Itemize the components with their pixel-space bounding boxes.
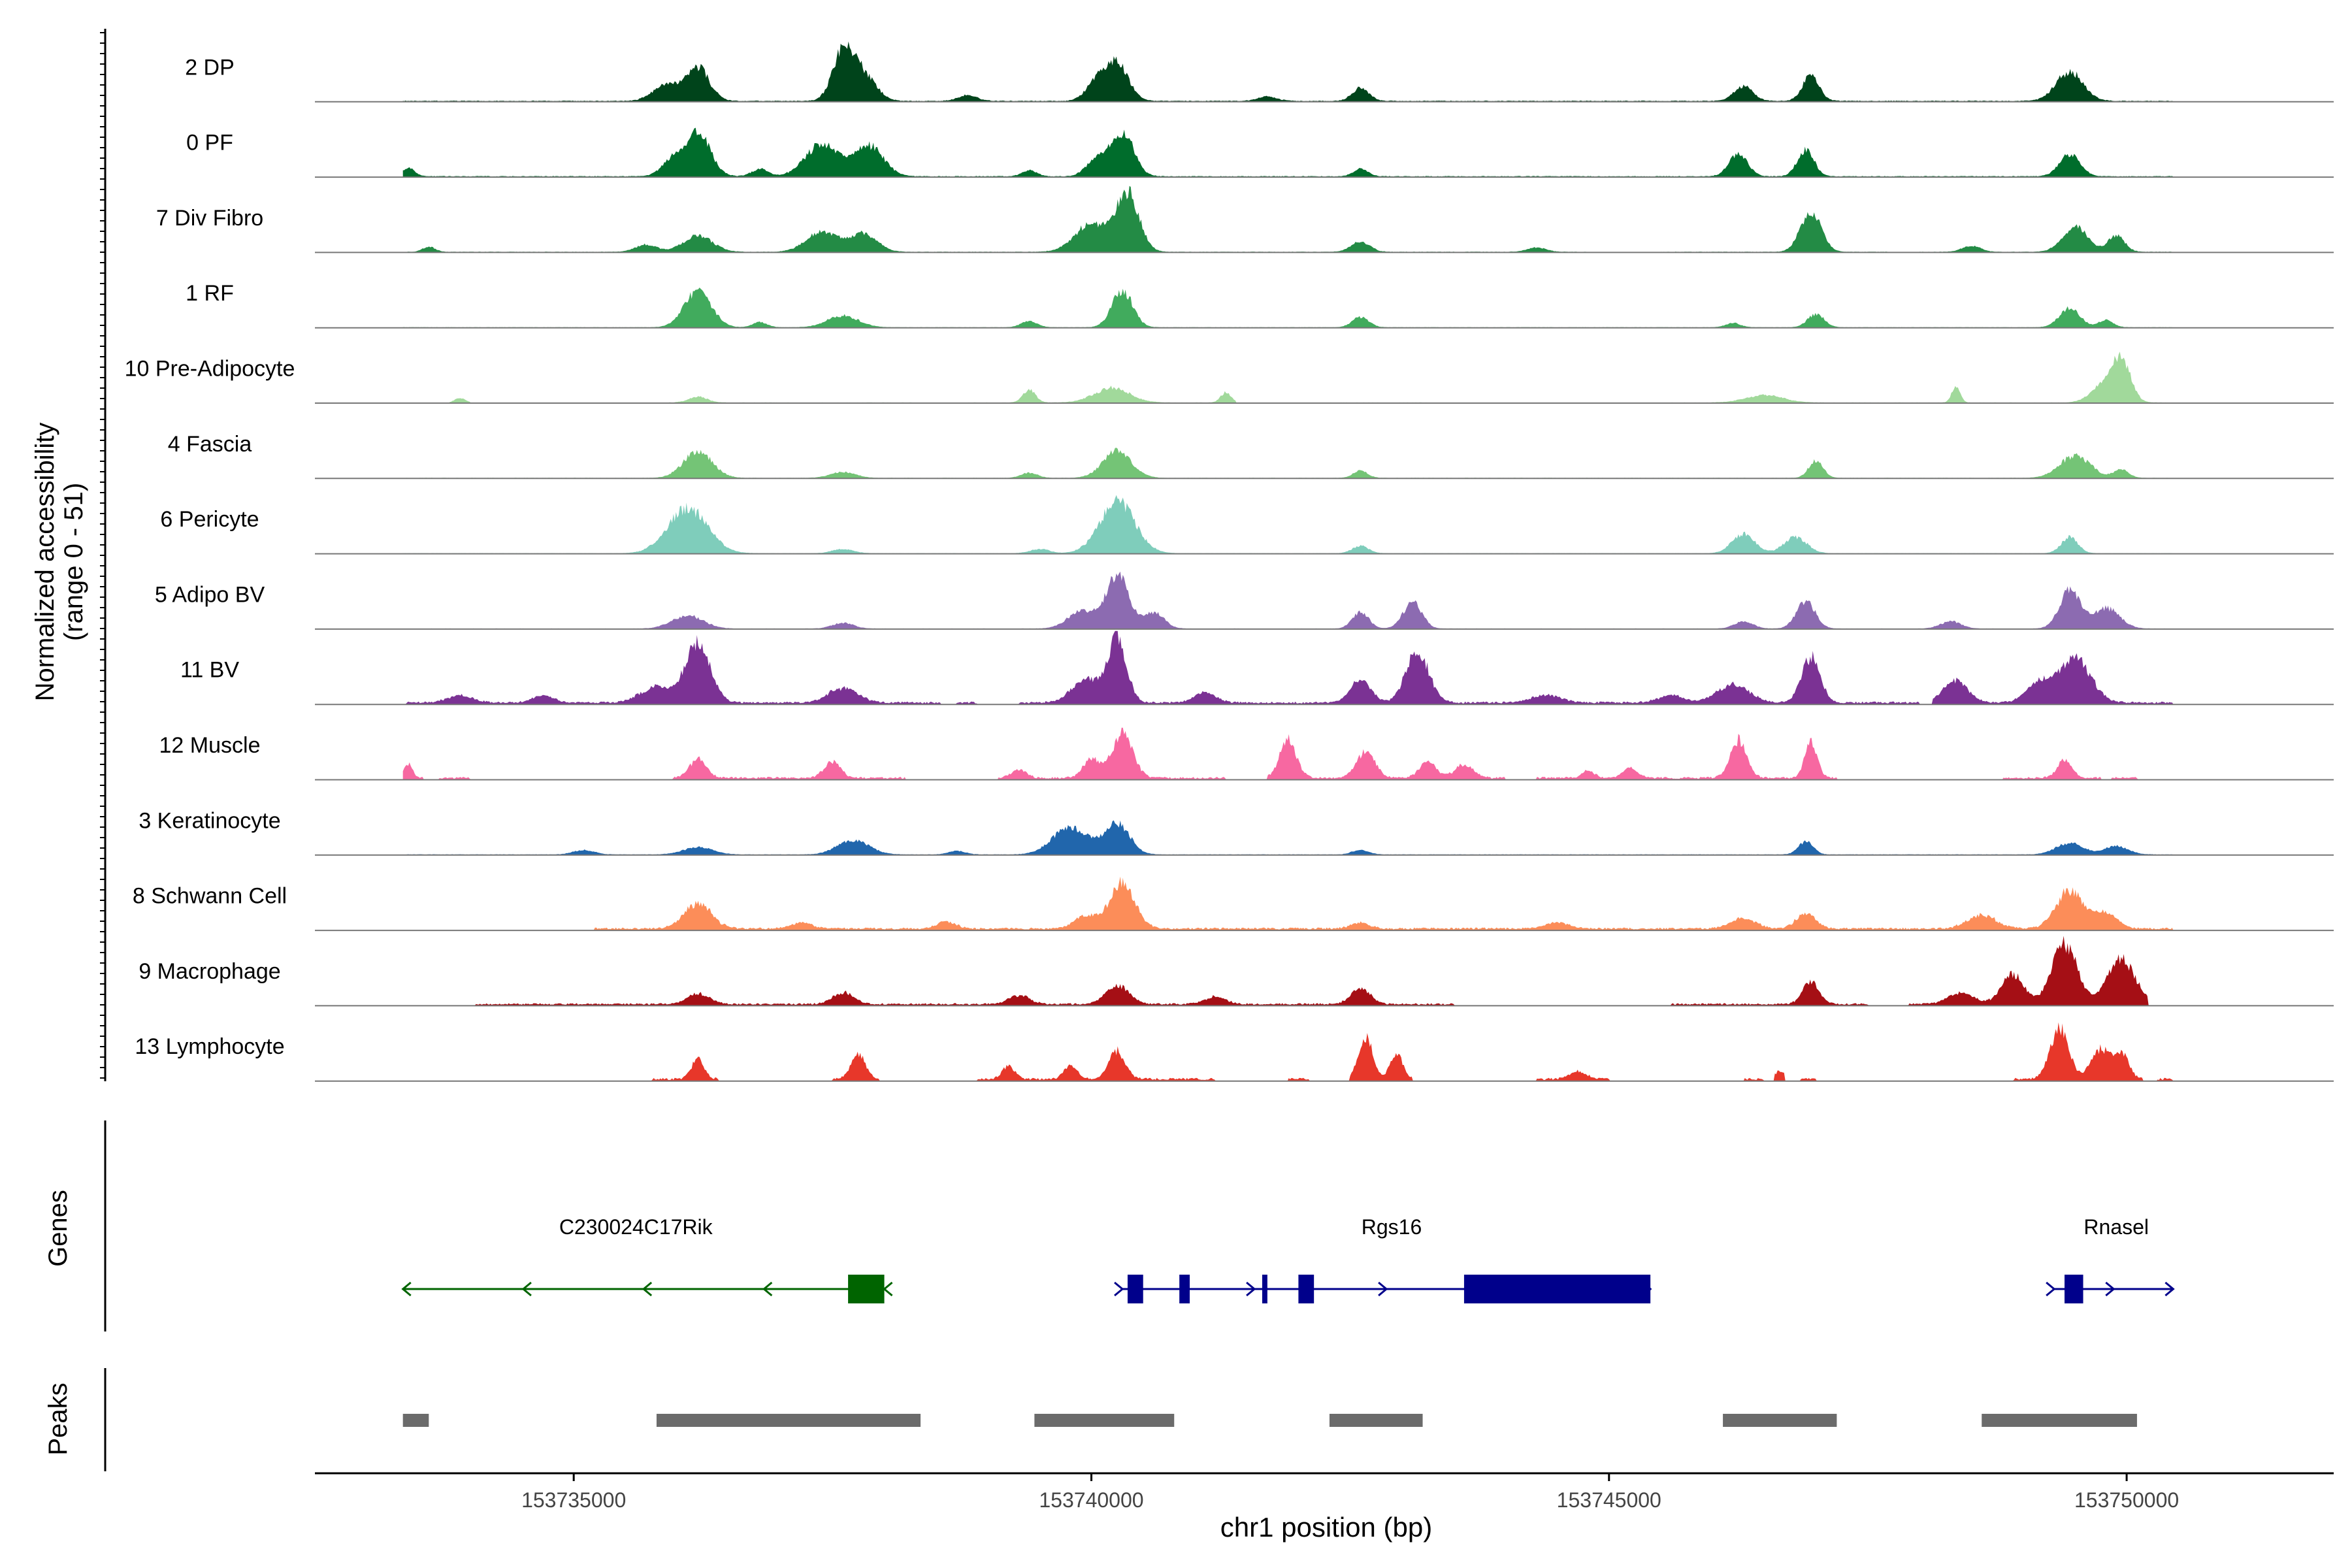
- track-2: 0 PF: [186, 127, 2334, 178]
- track-label: 2 DP: [185, 55, 235, 80]
- coverage-area: [402, 495, 2174, 554]
- coverage-area: [402, 448, 2174, 478]
- track-label: 4 Fascia: [168, 432, 252, 457]
- gene-label: Rgs16: [1362, 1215, 1422, 1239]
- y-axis-title-line1: Normalized accessibility: [31, 423, 59, 702]
- track-label: 0 PF: [186, 131, 233, 155]
- track-9: 11 BV: [180, 630, 2334, 706]
- genes-track: C230024C17Rik Rgs16 Rnasel: [401, 1215, 2175, 1303]
- gene-exon: [1298, 1275, 1315, 1303]
- strand-arrow: [521, 1281, 532, 1297]
- coverage-area: [402, 351, 2174, 403]
- track-3: 7 Div Fibro: [156, 186, 2334, 253]
- coverage-area: [402, 820, 2174, 855]
- track-label: 3 Keratinocyte: [139, 808, 280, 833]
- track-1: 2 DP: [185, 41, 2334, 103]
- gene-exon: [2065, 1275, 2083, 1303]
- y-axis-subtitle: (range 0 - 51): [59, 483, 88, 641]
- x-tick-label: 153735000: [521, 1488, 626, 1512]
- track-12: 8 Schwann Cell: [133, 876, 2334, 932]
- gene-exon: [1262, 1275, 1267, 1303]
- y-axis-title-line2: (range 0 - 51): [59, 483, 88, 641]
- peak-region: [1034, 1414, 1175, 1427]
- strand-arrow: [762, 1281, 773, 1297]
- track-11: 3 Keratinocyte: [139, 808, 2334, 856]
- x-tick-label: 153740000: [1039, 1488, 1143, 1512]
- peak-region: [1982, 1414, 2137, 1427]
- peak-region: [656, 1414, 921, 1427]
- track-8: 5 Adipo BV: [155, 571, 2334, 630]
- track-6: 4 Fascia: [168, 432, 2334, 480]
- strand-arrow: [642, 1281, 653, 1297]
- track-label: 13 Lymphocyte: [135, 1034, 284, 1059]
- strand-arrow: [401, 1281, 412, 1297]
- gene-rgs16: Rgs16: [1114, 1215, 1652, 1303]
- track-13: 9 Macrophage: [139, 936, 2334, 1007]
- coverage-area: [402, 936, 2174, 1005]
- strand-arrow: [1246, 1281, 1256, 1297]
- coverage-area: [402, 1022, 2174, 1081]
- gene-label: Rnasel: [2083, 1215, 2149, 1239]
- peak-region: [1329, 1414, 1423, 1427]
- strand-arrow: [2164, 1281, 2175, 1297]
- x-tick-label: 153745000: [1557, 1488, 1661, 1512]
- gene-label: C230024C17Rik: [559, 1215, 713, 1239]
- track-label: 9 Macrophage: [139, 959, 280, 984]
- coverage-area: [402, 876, 2174, 930]
- gene-exon: [1127, 1275, 1143, 1303]
- coverage-tracks: 2 DP 0 PF 7 Div Fibro 1 RF 10 Pre-Adipocyte 4…: [125, 41, 2334, 1082]
- gene-exon: [1463, 1275, 1651, 1303]
- peak-region: [1723, 1414, 1837, 1427]
- peaks-track: [402, 1414, 2137, 1427]
- track-7: 6 Pericyte: [160, 495, 2334, 555]
- track-label: 7 Div Fibro: [156, 206, 263, 231]
- coverage-area: [402, 186, 2174, 252]
- track-5: 10 Pre-Adipocyte: [125, 351, 2334, 404]
- x-axis-title: chr1 position (bp): [1220, 1512, 1433, 1543]
- strand-arrow: [883, 1281, 893, 1297]
- strand-arrow: [2046, 1281, 2056, 1297]
- genes-track-title: Genes: [44, 1190, 73, 1267]
- gene-exon: [848, 1275, 885, 1303]
- x-tick-label: 153750000: [2074, 1488, 2179, 1512]
- gene-exon: [1179, 1275, 1190, 1303]
- track-label: 6 Pericyte: [160, 507, 259, 532]
- axes: Normalized accessibility (range 0 - 51) …: [31, 29, 2334, 1543]
- strand-arrow: [1378, 1281, 1388, 1297]
- track-label: 1 RF: [186, 281, 234, 306]
- coverage-area: [402, 727, 2174, 779]
- strand-arrow: [1114, 1281, 1124, 1297]
- track-label: 5 Adipo BV: [155, 582, 265, 607]
- strand-arrow: [2105, 1281, 2115, 1297]
- coverage-area: [402, 127, 2174, 177]
- track-label: 10 Pre-Adipocyte: [125, 357, 295, 382]
- peaks-track-title: Peaks: [44, 1382, 73, 1455]
- track-label: 8 Schwann Cell: [133, 884, 287, 909]
- track-4: 1 RF: [186, 281, 2334, 329]
- gene-c230024c17rik: C230024C17Rik: [401, 1215, 893, 1303]
- coverage-area: [402, 41, 2174, 102]
- gene-rnasel: Rnasel: [2046, 1215, 2175, 1303]
- y-axis-title: Normalized accessibility: [31, 423, 59, 702]
- track-label: 12 Muscle: [159, 733, 261, 758]
- track-14: 13 Lymphocyte: [135, 1022, 2334, 1082]
- peak-region: [402, 1414, 429, 1427]
- track-10: 12 Muscle: [159, 727, 2334, 781]
- coverage-area: [402, 287, 2174, 328]
- coverage-area: [402, 571, 2174, 629]
- coverage-area: [402, 630, 2174, 704]
- track-label: 11 BV: [180, 658, 239, 683]
